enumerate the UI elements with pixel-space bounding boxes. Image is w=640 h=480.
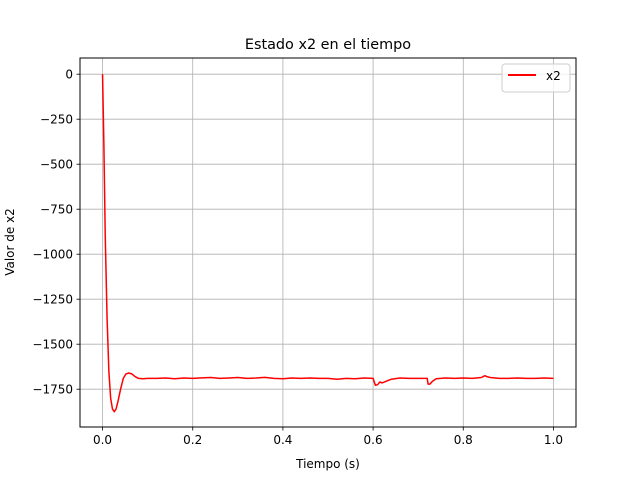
x-tick-label: 0.4 <box>273 433 292 447</box>
x-tick-label: 0.6 <box>364 433 383 447</box>
grid <box>80 58 576 427</box>
y-tick-label: −1500 <box>32 338 73 352</box>
x-axis-title: Tiempo (s) <box>295 457 360 471</box>
legend-label-x2: x2 <box>546 69 561 83</box>
y-tick-label: −500 <box>40 158 73 172</box>
y-tick-label: 0 <box>65 68 73 82</box>
x-tick-label: 0.2 <box>183 433 202 447</box>
y-axis: 0 −250 −500 −750 −1000 −1250 −1500 −1750 <box>32 68 80 397</box>
x-axis: 0.0 0.2 0.4 0.6 0.8 1.0 <box>93 427 563 447</box>
legend-box <box>501 63 571 93</box>
x-tick-label: 1.0 <box>544 433 563 447</box>
series-layer <box>101 74 554 413</box>
y-tick-label: −1750 <box>32 383 73 397</box>
y-axis-title: Valor de x2 <box>3 208 17 276</box>
y-tick-label: −250 <box>40 113 73 127</box>
series-line-x2 <box>101 74 554 413</box>
chart-title: Estado x2 en el tiempo <box>245 37 411 53</box>
y-tick-label: −750 <box>40 203 73 217</box>
y-tick-label: −1250 <box>32 293 73 307</box>
x-tick-label: 0.0 <box>93 433 112 447</box>
x-tick-label: 0.8 <box>454 433 473 447</box>
legend: x2 <box>501 63 571 93</box>
plot-frame <box>79 57 577 428</box>
y-tick-label: −1000 <box>32 248 73 262</box>
